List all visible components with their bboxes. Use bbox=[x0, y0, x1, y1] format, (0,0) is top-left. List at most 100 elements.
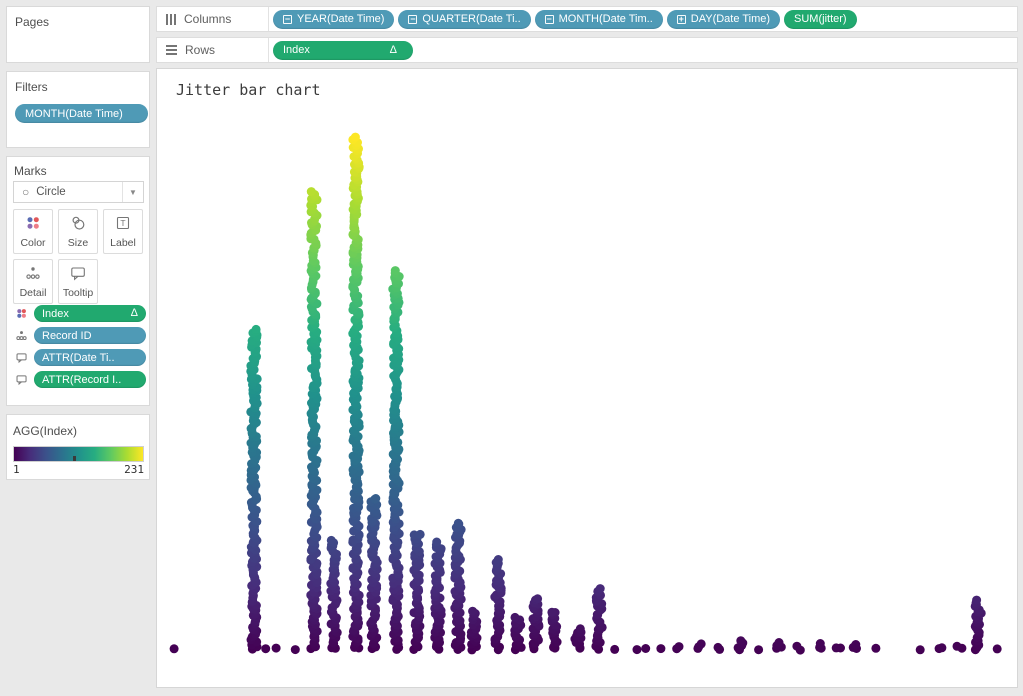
mark-button-label: Tooltip bbox=[62, 287, 94, 299]
mark-circle[interactable] bbox=[326, 535, 336, 545]
chart-title: Jitter bar chart bbox=[176, 81, 321, 99]
mark-circle[interactable] bbox=[992, 644, 1002, 654]
detail-dots-icon[interactable] bbox=[13, 329, 30, 342]
mark-circle[interactable] bbox=[641, 644, 651, 653]
mark-circle[interactable] bbox=[915, 645, 925, 655]
columns-shelf-label: Columns bbox=[184, 12, 232, 26]
field-pill[interactable]: SUM(jitter) bbox=[784, 9, 857, 29]
mark-circle[interactable] bbox=[937, 643, 947, 653]
field-pill[interactable]: MONTH(Date Time) bbox=[15, 104, 148, 123]
pill-label: DAY(Date Time) bbox=[690, 13, 771, 25]
columns-shelf-pills: − YEAR(Date Time) − QUARTER(Date Ti.. − MONTH… bbox=[269, 9, 857, 29]
mark-circle[interactable] bbox=[251, 324, 261, 334]
mark-circle[interactable] bbox=[736, 636, 746, 646]
chevron-down-icon[interactable]: ▼ bbox=[122, 182, 143, 202]
detail-button[interactable]: Detail bbox=[13, 259, 53, 304]
filters-shelf[interactable]: Filters MONTH(Date Time) bbox=[6, 71, 150, 148]
detail-icon bbox=[24, 264, 42, 285]
mark-circle[interactable] bbox=[656, 644, 666, 654]
circle-mark-icon: ○ bbox=[22, 185, 30, 199]
color-dots-icon[interactable] bbox=[13, 307, 30, 320]
field-pill[interactable]: ATTR(Record I.. bbox=[34, 371, 146, 388]
marks-pills: Index Δ Record ID ATTR(Date Ti.. ATTR(Record… bbox=[13, 305, 146, 393]
pill-label: SUM(jitter) bbox=[794, 13, 847, 25]
mark-circle[interactable] bbox=[493, 555, 503, 564]
mark-circle[interactable] bbox=[713, 642, 723, 652]
mark-circle[interactable] bbox=[774, 638, 784, 647]
mark-circle[interactable] bbox=[371, 494, 381, 503]
rows-shelf[interactable]: Rows Index Δ bbox=[156, 37, 1018, 63]
mark-circle[interactable] bbox=[547, 607, 557, 617]
size-button[interactable]: Size bbox=[58, 209, 98, 254]
mark-circle[interactable] bbox=[610, 644, 620, 654]
mark-circle[interactable] bbox=[306, 187, 316, 197]
color-icon bbox=[24, 214, 42, 235]
mark-circle[interactable] bbox=[632, 645, 642, 655]
jitter-chart-canvas[interactable] bbox=[157, 69, 1017, 687]
minus-box-icon[interactable]: − bbox=[544, 13, 554, 24]
field-pill[interactable]: − MONTH(Date Tim.. bbox=[534, 9, 663, 29]
mark-button-label: Size bbox=[67, 237, 89, 249]
mark-button-label: Color bbox=[20, 237, 46, 249]
mark-circle[interactable] bbox=[350, 132, 360, 142]
color-button[interactable]: Color bbox=[13, 209, 53, 254]
mark-circle[interactable] bbox=[674, 642, 684, 652]
mark-circle[interactable] bbox=[754, 645, 764, 655]
rows-icon bbox=[166, 45, 177, 55]
svg-text:T: T bbox=[120, 218, 125, 228]
mark-circle[interactable] bbox=[831, 643, 841, 653]
plus-box-icon[interactable]: + bbox=[676, 13, 686, 24]
mark-circle[interactable] bbox=[261, 644, 271, 654]
mark-circle[interactable] bbox=[696, 639, 706, 649]
mark-circle[interactable] bbox=[851, 640, 861, 649]
mark-circle[interactable] bbox=[533, 594, 543, 604]
legend-title: AGG(Index) bbox=[13, 424, 78, 438]
field-pill[interactable]: ATTR(Date Ti.. bbox=[34, 349, 146, 366]
mark-circle[interactable] bbox=[871, 643, 881, 653]
field-pill[interactable]: Index Δ bbox=[273, 40, 413, 60]
columns-shelf[interactable]: Columns − YEAR(Date Time) − QUARTER(Date Ti… bbox=[156, 6, 1018, 32]
minus-box-icon[interactable]: − bbox=[408, 13, 418, 24]
field-pill[interactable]: Index Δ bbox=[34, 305, 146, 322]
marks-label: Marks bbox=[14, 164, 47, 178]
mark-circle[interactable] bbox=[453, 518, 463, 528]
mark-circle[interactable] bbox=[390, 266, 400, 276]
mark-circle[interactable] bbox=[271, 643, 281, 653]
pages-label: Pages bbox=[15, 15, 50, 29]
pill-label: Index bbox=[283, 44, 310, 56]
pages-shelf[interactable]: Pages bbox=[6, 6, 150, 63]
field-pill[interactable]: Record ID bbox=[34, 327, 146, 344]
legend-scale: 1 231 bbox=[13, 463, 144, 476]
field-pill[interactable]: − QUARTER(Date Ti.. bbox=[398, 9, 531, 29]
pill-label: YEAR(Date Time) bbox=[297, 13, 385, 25]
mark-type-value: Circle bbox=[36, 186, 66, 198]
legend-max: 231 bbox=[124, 463, 144, 476]
mark-circle[interactable] bbox=[792, 641, 802, 651]
mark-circle[interactable] bbox=[290, 645, 300, 655]
color-legend-card[interactable]: AGG(Index) 1 231 bbox=[6, 414, 150, 480]
field-pill[interactable]: − YEAR(Date Time) bbox=[273, 9, 395, 29]
mark-circle[interactable] bbox=[972, 595, 982, 605]
mark-button-label: Detail bbox=[19, 287, 47, 299]
mark-circle[interactable] bbox=[169, 644, 179, 654]
marks-pill-row: Index Δ bbox=[13, 305, 146, 322]
mark-circle[interactable] bbox=[952, 641, 962, 651]
mark-circle[interactable] bbox=[595, 584, 605, 594]
legend-tick-marker bbox=[73, 456, 77, 461]
mark-circle[interactable] bbox=[575, 624, 585, 634]
mark-circle[interactable] bbox=[432, 537, 442, 547]
rows-shelf-pills: Index Δ bbox=[269, 40, 413, 60]
tooltip-button[interactable]: Tooltip bbox=[58, 259, 98, 304]
mark-circle[interactable] bbox=[815, 639, 825, 648]
tooltip-bubble-icon[interactable] bbox=[13, 373, 30, 386]
tooltip-bubble-icon[interactable] bbox=[13, 351, 30, 364]
rows-shelf-label: Rows bbox=[185, 43, 216, 57]
field-pill[interactable]: + DAY(Date Time) bbox=[666, 9, 781, 29]
mark-circle[interactable] bbox=[510, 612, 520, 622]
legend-gradient[interactable] bbox=[13, 446, 144, 462]
mark-circle[interactable] bbox=[415, 529, 425, 539]
minus-box-icon[interactable]: − bbox=[283, 13, 292, 24]
label-button[interactable]: T Label bbox=[103, 209, 143, 254]
mark-circle[interactable] bbox=[468, 606, 478, 616]
mark-type-dropdown[interactable]: ○ Circle ▼ bbox=[13, 181, 144, 203]
